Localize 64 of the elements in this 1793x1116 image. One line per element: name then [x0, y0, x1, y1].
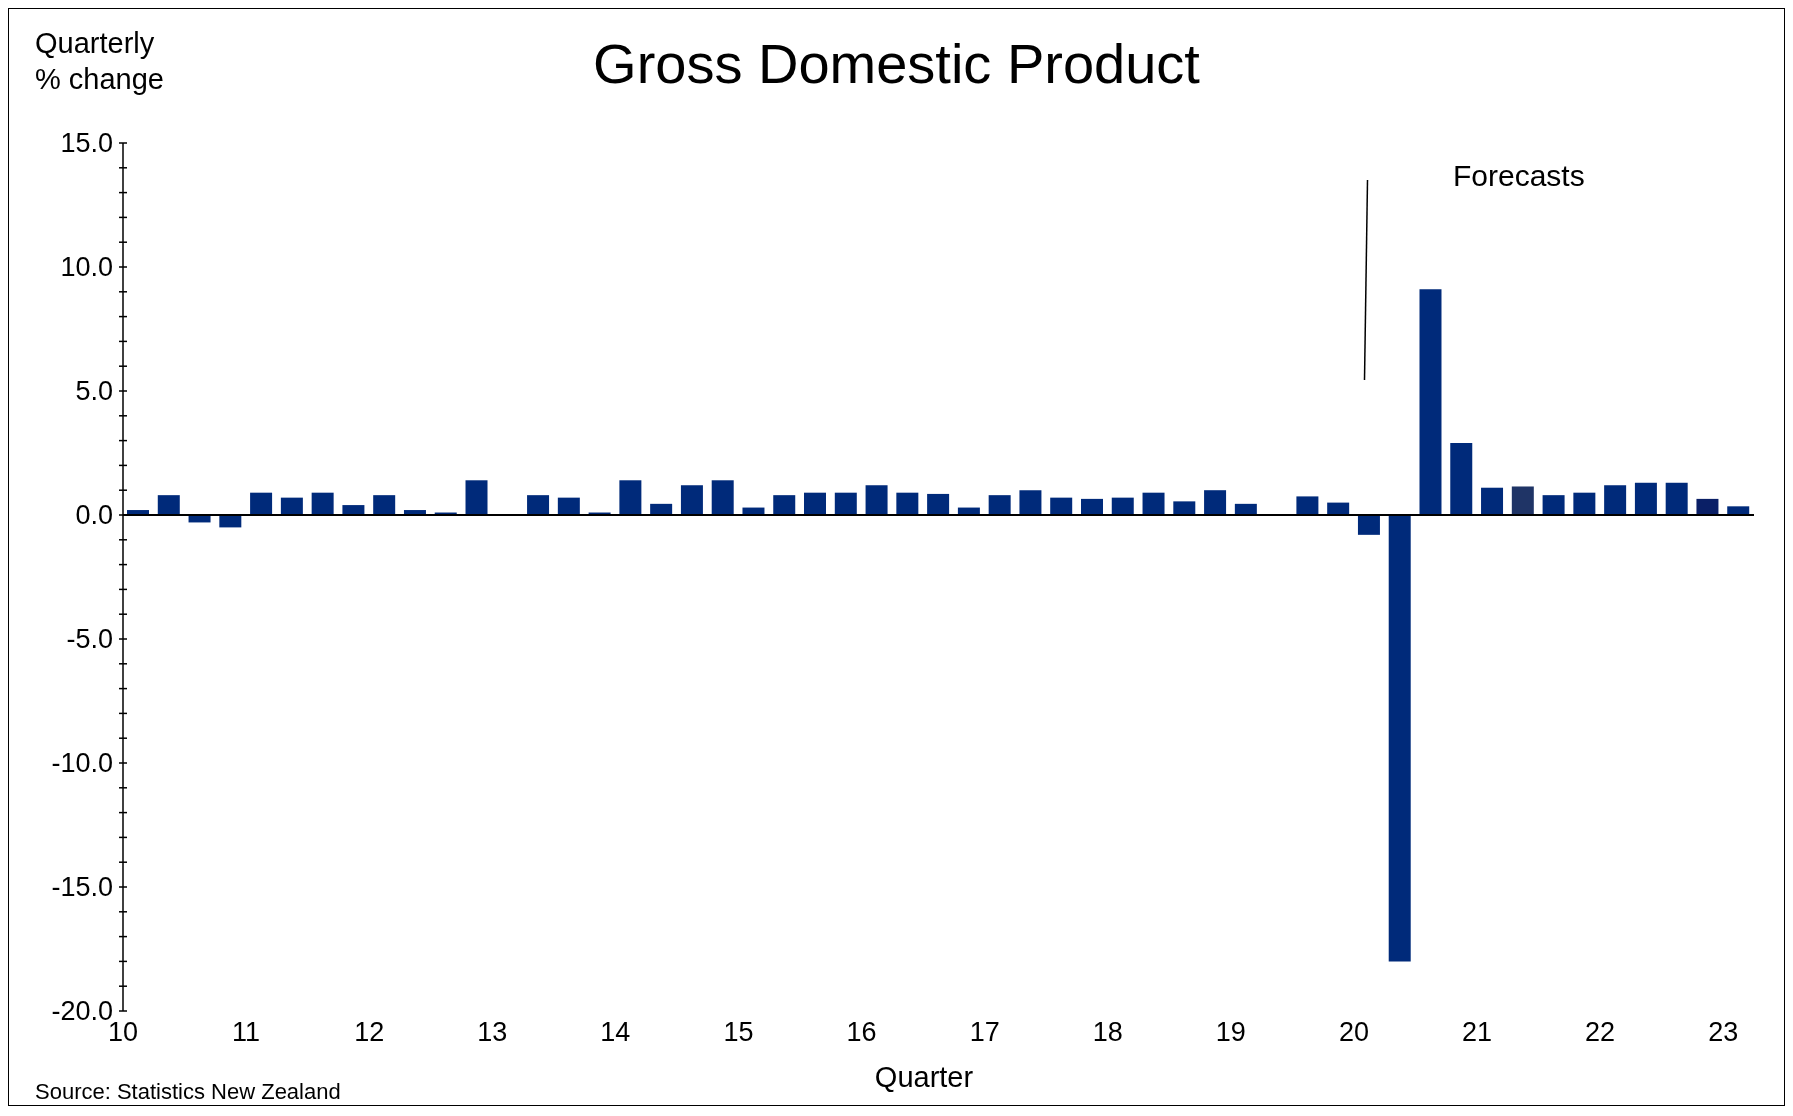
x-tick-label: 18	[1092, 1017, 1123, 1047]
y-tick-label: 15.0	[60, 128, 113, 158]
bar	[1173, 501, 1196, 515]
y-axis-title: Quarterly % change	[35, 26, 164, 97]
bar	[1542, 495, 1565, 515]
x-tick-label: 12	[354, 1017, 385, 1047]
x-tick-label: 19	[1215, 1017, 1246, 1047]
bar	[1388, 515, 1411, 962]
bar	[773, 495, 796, 515]
bar	[1357, 515, 1380, 535]
bar	[1296, 496, 1319, 515]
x-tick-label: 13	[477, 1017, 508, 1047]
y-tick-label: -5.0	[66, 624, 113, 654]
bar	[619, 480, 642, 515]
bar	[1511, 486, 1534, 515]
bar	[557, 497, 580, 515]
bar	[865, 485, 888, 515]
chart-title: Gross Domestic Product	[593, 32, 1200, 95]
bar	[1696, 498, 1719, 515]
bar	[311, 492, 334, 515]
bar	[373, 495, 396, 515]
bar	[1111, 497, 1134, 515]
x-tick-label: 11	[232, 1017, 261, 1047]
bar	[927, 493, 950, 515]
bar	[988, 495, 1011, 515]
bar	[280, 497, 303, 515]
bar	[680, 485, 703, 515]
x-tick-label: 21	[1462, 1017, 1493, 1047]
bar	[1481, 487, 1504, 515]
annotation: Forecasts	[1453, 159, 1585, 193]
bar	[1450, 443, 1473, 515]
bar	[1604, 485, 1627, 515]
bar	[465, 480, 488, 515]
source-note: Source: Statistics New Zealand	[35, 1079, 341, 1105]
bar	[1665, 482, 1688, 515]
bar	[834, 492, 857, 515]
bar	[527, 495, 550, 515]
x-tick-label: 17	[969, 1017, 1000, 1047]
bar	[896, 492, 919, 515]
x-tick-label: 20	[1338, 1017, 1369, 1047]
x-tick-label: 23	[1708, 1017, 1739, 1047]
y-tick-label: 0.0	[75, 500, 113, 530]
y-tick-label: 10.0	[60, 252, 113, 282]
x-axis-title: Quarter	[874, 1061, 974, 1093]
x-tick-label: 22	[1585, 1017, 1616, 1047]
bar	[1573, 492, 1596, 515]
bar	[157, 495, 180, 515]
bar	[804, 492, 827, 515]
y-tick-label: -10.0	[51, 748, 113, 778]
y-tick-label: 5.0	[75, 376, 113, 406]
bar	[1634, 482, 1657, 515]
bar	[1019, 490, 1042, 515]
bar	[1080, 498, 1103, 515]
y-tick-label: -15.0	[51, 872, 113, 902]
x-tick-label: 15	[723, 1017, 754, 1047]
x-tick-label: 14	[600, 1017, 631, 1047]
bar	[1419, 289, 1442, 515]
bar	[1204, 490, 1227, 515]
bar	[1050, 497, 1073, 515]
bar	[250, 492, 273, 515]
x-tick-label: 16	[846, 1017, 877, 1047]
bar	[711, 480, 734, 515]
bar	[342, 505, 365, 515]
bar	[1142, 492, 1165, 515]
